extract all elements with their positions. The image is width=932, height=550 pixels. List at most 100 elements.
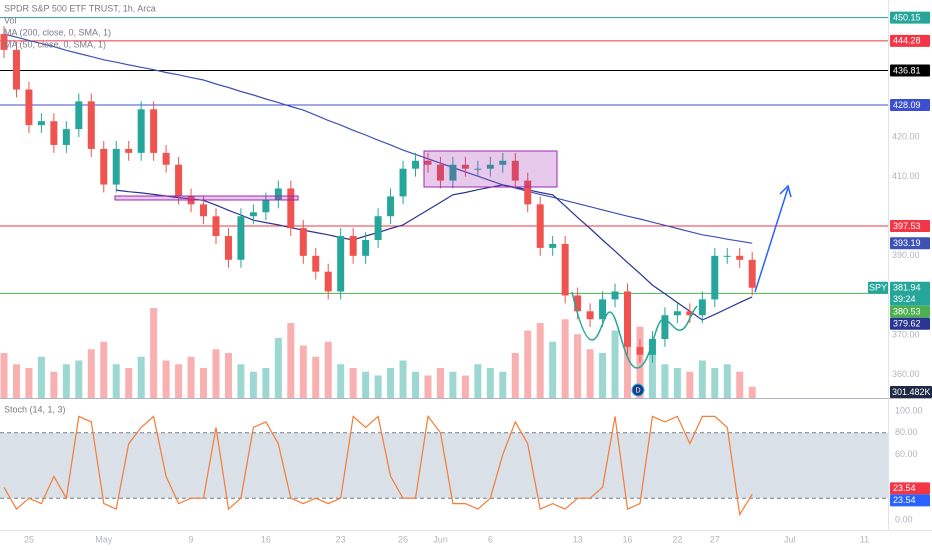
candle-body [137,109,145,153]
stoch-label: 23.54 [893,495,916,505]
volume-bar [312,356,320,398]
candle-body [486,164,494,169]
price-label-box [890,98,930,111]
candle-body [536,204,544,248]
price-label: 428.09 [893,100,921,110]
candle-body [436,164,444,181]
candle-body [12,49,20,90]
volume-bar [175,364,183,398]
volume-bar [362,371,370,398]
candle-body [736,255,744,260]
x-tick-label: 6 [488,534,493,544]
stoch-tick-label: 100.00 [895,405,923,415]
volume-bar [125,368,133,398]
price-label-box [890,11,930,24]
candle-body [274,188,282,201]
candle-body [324,271,332,292]
candle-body [75,101,83,130]
price-label-box [890,34,930,47]
stoch-line [3,414,753,517]
volume-bar [349,368,357,398]
volume-bar [137,356,145,398]
volume-bar [224,353,232,398]
candle-body [287,188,295,229]
symbol-label: SPY [869,283,887,293]
volume-bar [424,375,432,398]
candle-body [449,164,457,181]
volume-bar [50,371,58,398]
volume-bar [324,341,332,398]
candle-body [362,239,370,256]
y-tick-label: 390.00 [892,250,920,260]
x-tick-label: 23 [336,534,346,544]
stoch-tick-label: 0.00 [895,514,913,524]
price-label: 444.28 [893,36,921,46]
rectangle-drawing [423,150,558,188]
price-label: 380.53 [893,307,921,317]
candle-body [599,299,607,320]
candle-body [312,255,320,272]
volume-bar [549,341,557,398]
event-marker[interactable] [631,383,645,397]
volume-bar [723,364,731,398]
candle-body [648,338,656,355]
band-drawing [114,195,299,201]
stoch-tick-label: 80.00 [895,427,918,437]
candle-body [711,255,719,300]
price-label-box [890,220,930,233]
volume-bar [486,368,494,398]
stoch-tick-label: 60.00 [895,449,918,459]
volume-bar [648,353,656,398]
stoch-band [0,432,888,499]
price-label-box [890,305,930,318]
y-tick-label: 420.00 [892,131,920,141]
volume-bar [536,323,544,398]
candle-body [212,216,220,237]
candle-body [574,295,582,312]
candle-body [224,236,232,260]
volume-bar [237,364,245,398]
volume-bar [624,338,631,398]
x-tick-label: 9 [189,534,194,544]
price-label-box [890,281,930,306]
candle-body [50,121,58,145]
volume-bar [25,368,33,398]
x-tick-label: 16 [622,534,632,544]
x-tick-label: 27 [710,534,720,544]
x-tick-label: 25 [24,534,34,544]
volume-bar [262,368,270,398]
countdown: 39:24 [893,294,916,304]
volume-bar [474,364,482,398]
volume-bar [748,386,756,398]
candle-body [150,109,158,153]
candle-body [499,160,507,165]
volume-bar [524,330,532,398]
volume-bar [299,345,307,398]
volume-bar [673,368,681,398]
volume-bar [287,323,295,398]
x-tick-label: 13 [573,534,583,544]
candle-body [0,34,8,50]
candle-body [474,168,482,170]
volume-bar [387,368,395,398]
candle-body [586,311,594,320]
candle-body [387,196,395,217]
volume-bar [586,349,594,398]
candle-body [87,101,95,149]
volume-bar [686,371,694,398]
x-tick-label: 11 [860,534,869,544]
price-label: 450.15 [893,12,921,22]
price-label: 381.94 [893,283,921,293]
y-tick-label: 370.00 [892,329,920,339]
volume-bar [87,349,95,398]
candle-body [200,204,208,217]
event-label[interactable]: D [635,387,640,394]
candle-body [100,148,108,185]
volume-bar [112,364,120,398]
candle-body [175,164,183,197]
ma200-title: MA (200, close, 0, SMA, 1) [4,27,111,37]
candle-body [237,216,245,260]
volume-bar [187,356,195,398]
